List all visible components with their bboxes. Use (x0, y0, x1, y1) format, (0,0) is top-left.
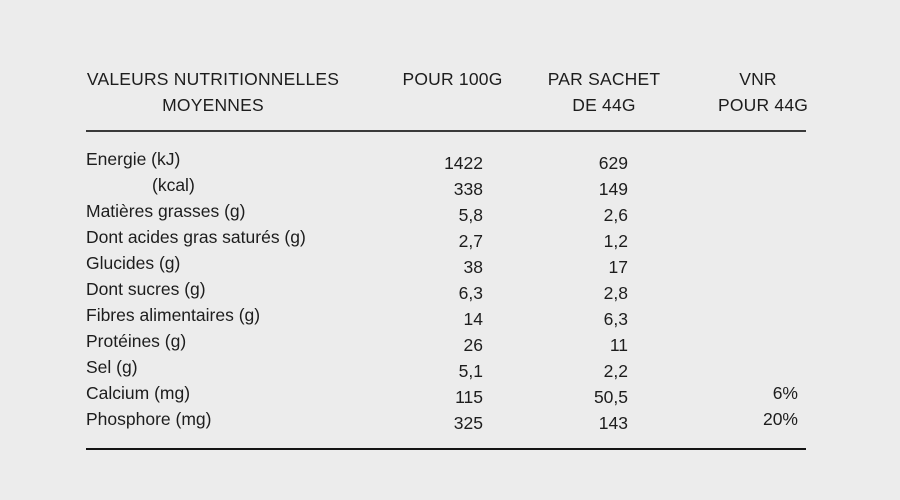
value-per-100g: 14 (463, 309, 483, 329)
row-label: Energie (kJ) (86, 149, 181, 169)
value-per-sachet: 143 (598, 413, 628, 433)
column-header-line: POUR 44G (718, 95, 809, 115)
column-header-par-sachet: PAR SACHET DE 44G (546, 66, 718, 118)
value-per-100g: 5,1 (458, 361, 483, 381)
column-header-line: DE 44G (572, 95, 636, 115)
value-vnr (718, 276, 806, 302)
table-row: Matières grasses (g) 5,8 2,6 (86, 198, 806, 225)
table-row: Protéines (g) 26 11 (86, 328, 806, 355)
column-header-values-nutritionnelles: VALEURS NUTRITIONNELLES MOYENNES (86, 66, 400, 118)
value-per-100g: 325 (453, 413, 483, 433)
value-per-sachet: 50,5 (593, 387, 628, 407)
value-per-100g: 2,7 (458, 231, 483, 251)
value-per-100g: 38 (463, 257, 483, 277)
table-row: Glucides (g) 38 17 (86, 250, 806, 277)
value-vnr (718, 198, 806, 224)
value-vnr (718, 172, 806, 198)
table-row: Sel (g) 5,1 2,2 (86, 354, 806, 381)
row-label: Fibres alimentaires (g) (86, 305, 261, 325)
table-row: Calcium (mg) 115 50,5 6% (86, 380, 806, 407)
header-divider-line (86, 130, 806, 132)
column-header-line: MOYENNES (162, 95, 264, 115)
row-label: (kcal) (152, 175, 195, 195)
value-per-100g: 1422 (444, 153, 483, 173)
row-label: Matières grasses (g) (86, 201, 246, 221)
value-vnr: 20% (762, 409, 798, 429)
table-body: Energie (kJ) 1422 629 (kcal) 338 149 Mat… (86, 146, 806, 433)
value-per-100g: 115 (455, 387, 483, 407)
value-per-sachet: 6,3 (603, 309, 628, 329)
row-label: Phosphore (mg) (86, 409, 212, 429)
bottom-divider-line (86, 448, 806, 450)
row-label: Dont sucres (g) (86, 279, 206, 299)
row-label: Calcium (mg) (86, 383, 191, 403)
column-header-pour-100g: POUR 100G (400, 66, 546, 118)
column-header-vnr: VNR POUR 44G (718, 66, 809, 118)
column-header-line: POUR 100G (402, 69, 503, 89)
value-vnr (718, 146, 806, 172)
value-vnr: 6% (772, 383, 798, 403)
table-row: Energie (kJ) 1422 629 (86, 146, 806, 173)
column-header-line: PAR SACHET (547, 69, 661, 89)
table-row: Dont acides gras saturés (g) 2,7 1,2 (86, 224, 806, 251)
table-row: Fibres alimentaires (g) 14 6,3 (86, 302, 806, 329)
table-row: Phosphore (mg) 325 143 20% (86, 406, 806, 433)
table-header-row: VALEURS NUTRITIONNELLES MOYENNES POUR 10… (86, 66, 809, 118)
nutrition-table: VALEURS NUTRITIONNELLES MOYENNES POUR 10… (86, 66, 809, 450)
value-per-sachet: 2,2 (603, 361, 628, 381)
row-label: Protéines (g) (86, 331, 187, 351)
value-vnr (718, 354, 806, 380)
table-row: Dont sucres (g) 6,3 2,8 (86, 276, 806, 303)
table-row: (kcal) 338 149 (86, 172, 806, 199)
row-label: Dont acides gras saturés (g) (86, 227, 306, 247)
value-per-100g: 6,3 (458, 283, 483, 303)
value-per-sachet: 2,6 (603, 205, 628, 225)
value-vnr (718, 224, 806, 250)
column-header-line: VALEURS NUTRITIONNELLES (86, 69, 340, 89)
value-per-sachet: 17 (608, 257, 628, 277)
value-per-100g: 26 (463, 335, 483, 355)
value-vnr (718, 328, 806, 354)
value-per-sachet: 11 (609, 335, 628, 355)
value-per-100g: 5,8 (458, 205, 483, 225)
value-per-sachet: 2,8 (603, 283, 628, 303)
value-per-100g: 338 (453, 179, 483, 199)
value-per-sachet: 1,2 (603, 231, 628, 251)
row-label: Sel (g) (86, 357, 138, 377)
column-header-line: VNR (739, 69, 777, 89)
row-label: Glucides (g) (86, 253, 181, 273)
value-vnr (718, 302, 806, 328)
value-per-sachet: 149 (598, 179, 628, 199)
value-vnr (718, 250, 806, 276)
value-per-sachet: 629 (598, 153, 628, 173)
